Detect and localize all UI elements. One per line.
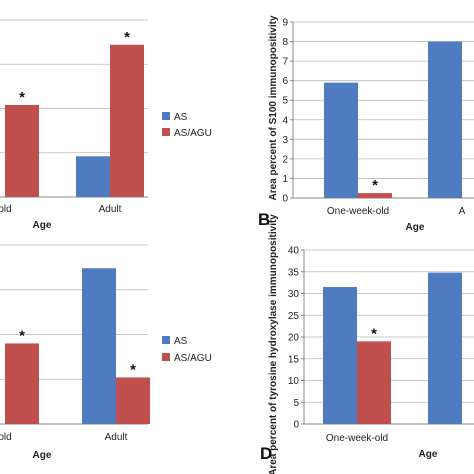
legend-swatch-as <box>162 336 170 344</box>
bar-b-as-one-week-old <box>324 82 358 198</box>
legend-swatch-as-agu <box>162 353 170 361</box>
y-tick-label-b: 7 <box>282 57 288 68</box>
y-tick-label-b: 9 <box>282 18 288 29</box>
significance-star-d: * <box>371 325 377 342</box>
bar-a-as-adult <box>76 156 110 197</box>
y-tick-label-d: 40 <box>288 246 300 257</box>
x-tick-label-a: old <box>0 204 12 215</box>
bar-d-as-adult <box>428 272 462 424</box>
y-tick-label-d: 0 <box>293 420 299 431</box>
y-tick-label-b: 6 <box>282 76 288 87</box>
x-axis-label-d: Age <box>419 449 438 460</box>
x-tick-label-b: A <box>459 206 466 217</box>
bar-b-as-agu-one-week-old <box>358 193 392 198</box>
plot-area-c: * * old Adult <box>0 244 150 443</box>
x-axis-label-a: Age <box>33 220 52 231</box>
y-tick-label-b: 2 <box>282 154 288 165</box>
y-axis-label-b: Area percent of S100 immunopositivity <box>268 15 279 200</box>
y-tick-label-d: 20 <box>288 333 300 344</box>
plot-area-a: * * old Adult <box>0 19 148 215</box>
legend-label-as-agu: AS/AGU <box>174 353 212 364</box>
bar-c-as-agu-one-week-old <box>5 343 39 424</box>
bar-c-as-adult <box>82 268 116 424</box>
y-tick-label-b: 1 <box>282 174 288 185</box>
x-tick-label-c: old <box>0 432 12 443</box>
bar-d-as-one-week-old <box>323 286 357 424</box>
panel-label-d: D <box>260 444 272 463</box>
legend-1: AS AS/AGU <box>162 112 212 139</box>
legend-label-as-agu: AS/AGU <box>174 128 212 139</box>
panel-b: 0 1 2 3 4 5 6 7 8 9 * One-week-old A Area percent of… <box>258 15 474 233</box>
legend-swatch-as <box>162 112 170 120</box>
x-tick-label-a: Adult <box>99 204 122 215</box>
legend-swatch-as-agu <box>162 128 170 136</box>
legend-2: AS AS/AGU <box>162 336 212 364</box>
y-tick-label-b: 0 <box>282 194 288 205</box>
x-tick-label-b: One-week-old <box>327 206 389 217</box>
y-axis-label-d: Area percent of tyrosine hydroxylase imm… <box>268 214 279 474</box>
bar-b-as-adult <box>428 41 462 198</box>
x-tick-label-c: Adult <box>105 432 128 443</box>
bar-c-as-agu-adult <box>116 377 150 424</box>
plot-area-d: 0 5 10 15 20 25 30 35 40 * One-week-old <box>288 246 474 444</box>
plot-area-b: 0 1 2 3 4 5 6 7 8 9 * One-week-old A <box>282 18 474 217</box>
panel-d: 0 5 10 15 20 25 30 35 40 * One-week-old Area perce… <box>260 214 474 474</box>
significance-star-a: * <box>124 29 130 46</box>
bar-a-as-agu-one-week-old <box>5 104 39 197</box>
significance-star-c: * <box>19 327 25 344</box>
bar-d-as-agu-one-week-old <box>357 341 391 424</box>
y-tick-label-d: 25 <box>288 311 300 322</box>
x-axis-label-c: Age <box>33 450 52 461</box>
x-axis-label-b: Age <box>406 222 425 233</box>
x-tick-label-d: One-week-old <box>326 433 388 444</box>
bar-a-as-agu-adult <box>110 44 144 197</box>
y-tick-label-d: 30 <box>288 289 300 300</box>
y-tick-label-d: 35 <box>288 267 300 278</box>
legend-label-as: AS <box>174 112 188 123</box>
y-tick-label-b: 4 <box>282 115 288 126</box>
y-tick-label-d: 5 <box>293 398 299 409</box>
significance-star-c: * <box>130 361 136 378</box>
panel-c: * * old Adult Age <box>0 244 150 461</box>
significance-star-a: * <box>19 89 25 106</box>
significance-star-b: * <box>372 177 378 194</box>
y-tick-label-b: 8 <box>282 37 288 48</box>
panel-label-b: B <box>258 210 270 229</box>
y-tick-label-d: 10 <box>288 376 300 387</box>
legend-label-as: AS <box>174 336 188 347</box>
y-tick-label-b: 3 <box>282 135 288 146</box>
panel-a: * * old Adult Age <box>0 19 148 231</box>
y-tick-label-d: 15 <box>288 354 300 365</box>
y-tick-label-b: 5 <box>282 96 288 107</box>
